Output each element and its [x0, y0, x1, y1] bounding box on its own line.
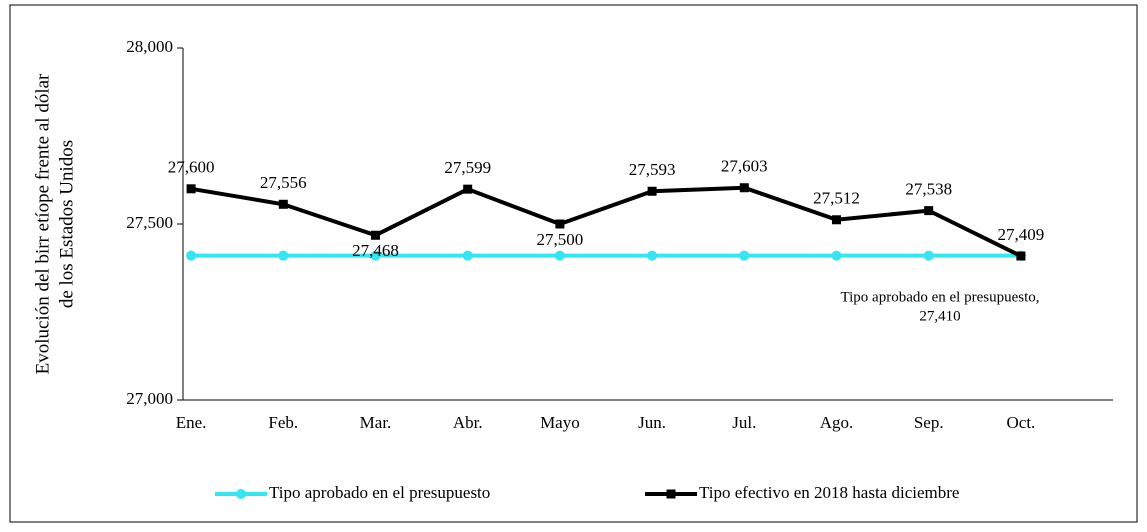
marker [1016, 251, 1026, 261]
x-tick-label: Abr. [453, 413, 483, 432]
marker [186, 184, 196, 194]
data-label: 27,593 [629, 160, 676, 179]
x-tick-label: Sep. [914, 413, 944, 432]
data-label: 27,538 [905, 180, 952, 199]
series-line [190, 185, 1022, 258]
marker [832, 215, 841, 225]
data-label: 27,599 [444, 158, 491, 177]
annotation: 27,410 [919, 308, 960, 324]
marker [924, 206, 934, 216]
data-label: 27,512 [813, 189, 860, 208]
x-tick-label: Mayo [540, 413, 580, 432]
marker [647, 186, 657, 196]
x-tick-label: Ago. [820, 413, 854, 432]
data-label: 27,556 [260, 173, 307, 192]
x-tick-label: Jul. [732, 413, 756, 432]
x-tick-label: Mar. [360, 413, 392, 432]
marker [463, 184, 473, 194]
data-label: 27,468 [352, 241, 399, 260]
annotation: Tipo aprobado en el presupuesto, [841, 289, 1040, 305]
marker [923, 250, 934, 261]
legend-marker [236, 489, 246, 499]
marker [647, 250, 658, 261]
legend-label: Tipo aprobado en el presupuesto [269, 483, 490, 502]
marker [739, 250, 750, 261]
data-label: 27,500 [537, 230, 584, 249]
marker [555, 219, 565, 229]
x-tick-label: Feb. [268, 413, 298, 432]
marker [462, 250, 473, 261]
y-axis-label-line: Evolución del birr etíope frente al dóla… [32, 73, 53, 374]
x-tick-label: Oct. [1007, 413, 1036, 432]
marker [186, 250, 197, 261]
marker [371, 230, 380, 240]
marker [831, 250, 842, 261]
chart-frame [9, 4, 1138, 523]
legend-label: Tipo efectivo en 2018 hasta diciembre [699, 483, 959, 502]
legend-marker [666, 489, 676, 499]
data-label: 27,603 [721, 157, 768, 176]
marker [278, 199, 288, 209]
marker [278, 250, 289, 261]
y-tick-label: 27,500 [126, 213, 173, 232]
data-label: 27,600 [168, 158, 215, 177]
marker [370, 250, 381, 261]
marker [554, 250, 565, 261]
x-tick-label: Ene. [176, 413, 207, 432]
y-tick-label: 27,000 [126, 389, 173, 408]
marker [739, 183, 749, 193]
y-axis-label-line: de los Estados Unidos [56, 140, 77, 308]
data-label: 27,409 [998, 225, 1045, 244]
y-tick-label: 28,000 [126, 37, 173, 56]
x-tick-label: Jun. [638, 413, 666, 432]
y-axis-label: Evolución del birr etíope frente al dóla… [32, 73, 77, 374]
